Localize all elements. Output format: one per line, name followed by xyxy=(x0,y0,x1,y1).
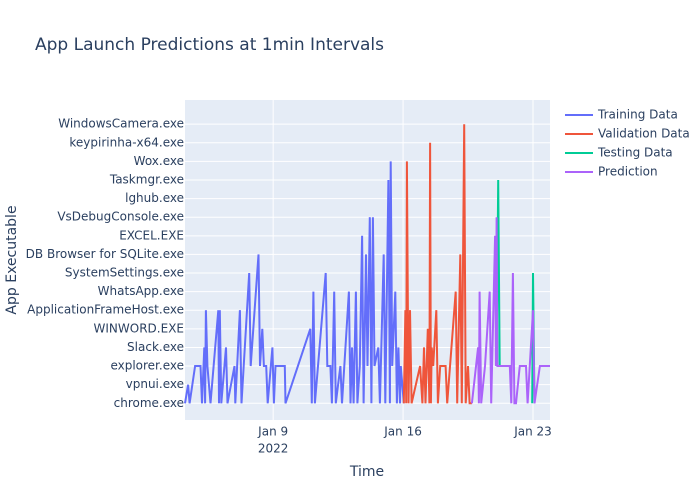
x-year-label: 2022 xyxy=(258,442,289,456)
legend-label: Validation Data xyxy=(598,127,690,141)
y-tick-label: WhatsApp.exe xyxy=(98,284,184,298)
y-tick-label: ApplicationFrameHost.exe xyxy=(27,303,184,317)
y-tick-label: SystemSettings.exe xyxy=(65,266,184,280)
y-tick-label: DB Browser for SQLite.exe xyxy=(26,247,184,261)
plot-area xyxy=(185,100,550,420)
y-tick-label: lghub.exe xyxy=(125,191,184,205)
x-tick-label: Jan 23 xyxy=(513,425,552,439)
y-tick-label: VsDebugConsole.exe xyxy=(57,210,184,224)
y-tick-label: Slack.exe xyxy=(127,340,184,354)
legend-label: Training Data xyxy=(597,108,678,122)
y-tick-label: vpnui.exe xyxy=(126,377,184,391)
y-tick-label: keypirinha-x64.exe xyxy=(69,135,184,149)
series-line xyxy=(184,161,405,404)
y-axis-title: App Executable xyxy=(4,205,20,314)
y-tick-label: Wox.exe xyxy=(134,154,184,168)
x-tick-label: Jan 16 xyxy=(383,425,422,439)
chart-title: App Launch Predictions at 1min Intervals xyxy=(35,35,384,55)
x-tick-label: Jan 9 xyxy=(257,425,288,439)
series-line xyxy=(470,217,550,405)
legend-label: Prediction xyxy=(598,165,658,179)
y-tick-label: chrome.exe xyxy=(114,396,184,410)
y-tick-label: WindowsCamera.exe xyxy=(58,117,184,131)
y-tick-label: WINWORD.EXE xyxy=(94,321,184,335)
y-tick-label: EXCEL.EXE xyxy=(119,228,184,242)
y-tick-label: explorer.exe xyxy=(110,359,184,373)
y-tick-label: Taskmgr.exe xyxy=(109,173,184,187)
legend-label: Testing Data xyxy=(597,146,673,160)
series-line xyxy=(402,124,472,405)
x-axis-title: Time xyxy=(349,464,384,480)
